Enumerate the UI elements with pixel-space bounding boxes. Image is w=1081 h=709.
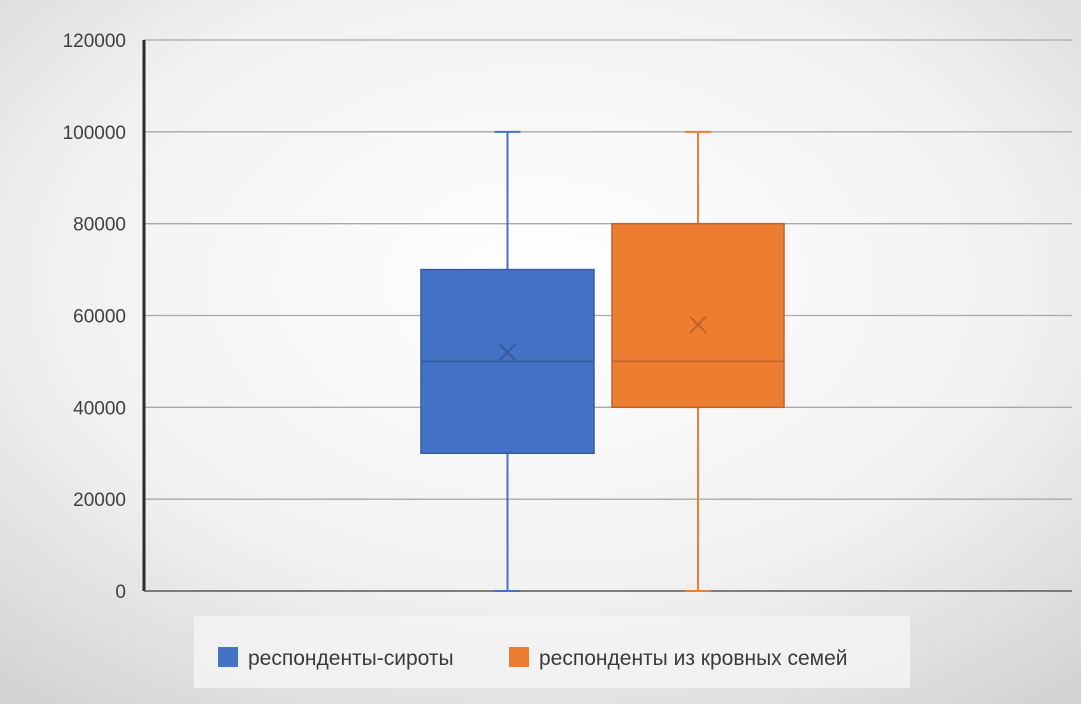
mean-marker bbox=[689, 315, 707, 334]
legend-box bbox=[194, 616, 910, 688]
gridlines bbox=[144, 39, 1072, 500]
y-tick-label: 0 bbox=[115, 582, 126, 603]
y-tick-label: 40000 bbox=[73, 398, 126, 419]
axes bbox=[142, 40, 1072, 592]
y-tick-label: 100000 bbox=[63, 123, 126, 144]
legend-label: респонденты из кровных семей bbox=[539, 647, 848, 670]
mean-marker-stroke bbox=[498, 343, 517, 361]
y-tick-label: 120000 bbox=[63, 31, 126, 52]
mean-marker bbox=[498, 343, 517, 361]
box-1 bbox=[420, 130, 595, 592]
y-tick-label: 20000 bbox=[73, 490, 126, 511]
legend: респонденты-сироты респонденты из кровных… bbox=[194, 616, 910, 688]
box-body bbox=[611, 222, 785, 409]
mean-marker-stroke bbox=[689, 315, 707, 334]
legend-label: респонденты-сироты bbox=[248, 647, 454, 670]
y-tick-label: 60000 bbox=[73, 307, 126, 328]
box-series bbox=[420, 130, 785, 592]
legend-swatch bbox=[218, 647, 238, 667]
y-tick-label: 80000 bbox=[73, 215, 126, 236]
box-2 bbox=[611, 130, 785, 592]
legend-swatch bbox=[509, 647, 529, 667]
y-axis-tick-labels: 0 20000 40000 60000 80000 100000 120000 bbox=[63, 31, 126, 603]
